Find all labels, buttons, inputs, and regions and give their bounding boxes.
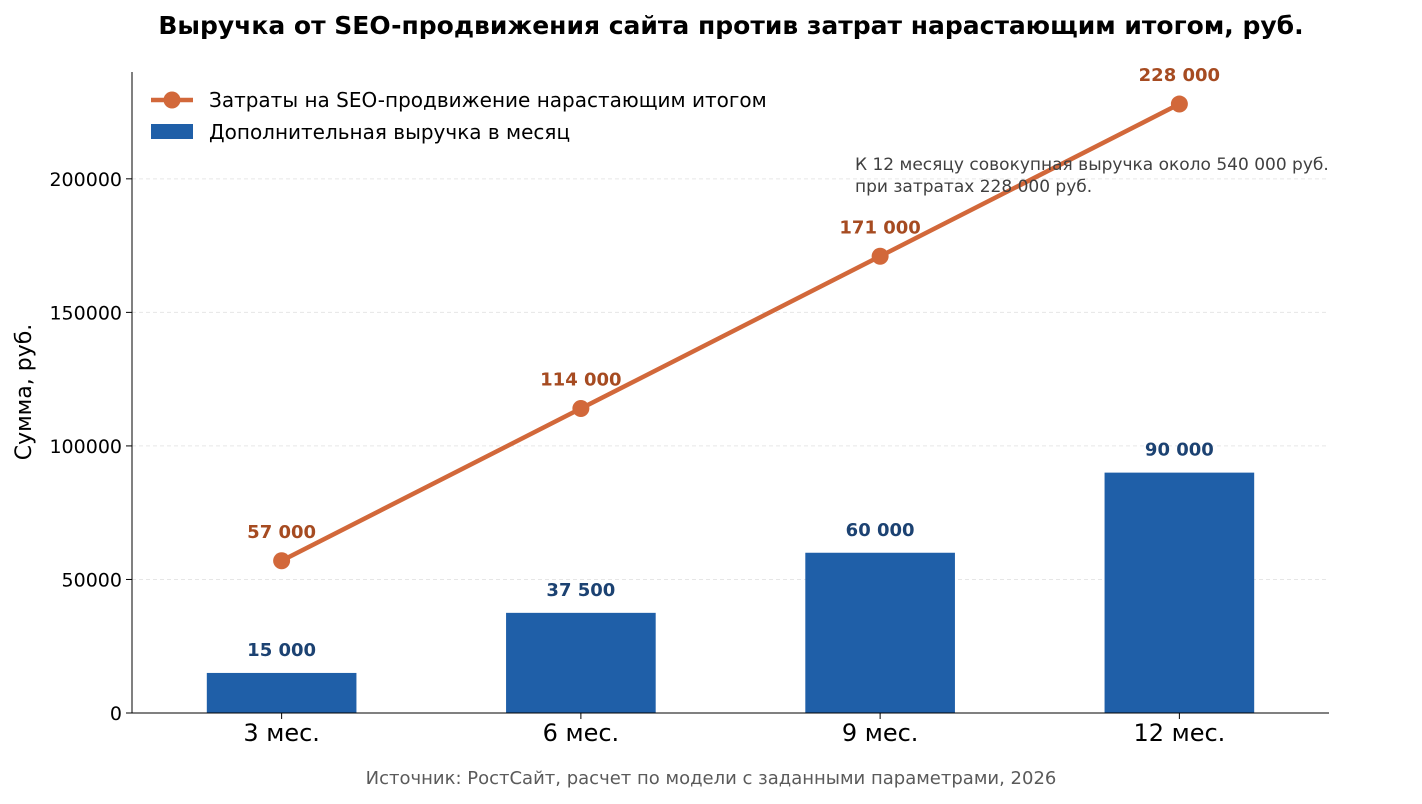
cost-point bbox=[871, 247, 889, 265]
data-labels: 15 000 37 500 60 000 90 000 57 000 114 000 171… bbox=[247, 65, 1220, 661]
y-tick-label: 200000 bbox=[49, 169, 122, 191]
x-tick-label: 3 мес. bbox=[243, 719, 320, 747]
bar bbox=[206, 672, 357, 713]
bar bbox=[506, 612, 656, 713]
y-tick-label: 100000 bbox=[49, 436, 122, 458]
y-tick-label: 150000 bbox=[49, 302, 122, 324]
x-ticks: 3 мес. 6 мес. 9 мес. 12 мес. bbox=[243, 713, 1225, 747]
legend-line-label: Затраты на SEO-продвижение нарастающим и… bbox=[209, 88, 767, 112]
cost-point bbox=[1170, 95, 1188, 113]
cost-line bbox=[279, 101, 1182, 564]
y-tick-label: 0 bbox=[110, 703, 122, 725]
x-tick-label: 12 мес. bbox=[1133, 719, 1225, 747]
cost-value-label: 171 000 bbox=[839, 217, 920, 238]
y-axis-label: Сумма, руб. bbox=[12, 324, 37, 461]
legend-bar-label: Дополнительная выручка в месяц bbox=[209, 120, 570, 144]
cost-point bbox=[273, 552, 291, 570]
source-note: Источник: РостСайт, расчет по модели с з… bbox=[366, 768, 1057, 789]
cost-value-label: 228 000 bbox=[1139, 65, 1220, 86]
line-series bbox=[273, 95, 1188, 570]
bar bbox=[805, 552, 955, 713]
bar-value-label: 60 000 bbox=[846, 520, 915, 541]
bar-series bbox=[206, 472, 1255, 713]
bar-value-label: 37 500 bbox=[546, 580, 615, 601]
cost-value-label: 57 000 bbox=[247, 522, 316, 543]
y-ticks: 0 50000 100000 150000 200000 bbox=[49, 169, 132, 725]
x-tick-label: 6 мес. bbox=[543, 719, 620, 747]
legend-bar-swatch bbox=[151, 124, 193, 139]
annotation: К 12 месяцу совокупная выручка около 540… bbox=[855, 155, 1329, 197]
chart-title: Выручка от SEO-продвижения сайта против … bbox=[158, 11, 1303, 40]
bar-value-label: 15 000 bbox=[247, 640, 316, 661]
annotation-line-1: К 12 месяцу совокупная выручка около 540… bbox=[855, 155, 1329, 175]
cost-point bbox=[572, 400, 590, 418]
legend: Затраты на SEO-продвижение нарастающим и… bbox=[151, 88, 767, 144]
bar bbox=[1104, 472, 1255, 713]
cost-value-label: 114 000 bbox=[540, 370, 621, 391]
x-tick-label: 9 мес. bbox=[842, 719, 919, 747]
annotation-line-2: при затратах 228 000 руб. bbox=[855, 177, 1092, 197]
y-tick-label: 50000 bbox=[62, 569, 122, 591]
legend-line-marker bbox=[163, 91, 181, 109]
bar-value-label: 90 000 bbox=[1145, 440, 1214, 461]
